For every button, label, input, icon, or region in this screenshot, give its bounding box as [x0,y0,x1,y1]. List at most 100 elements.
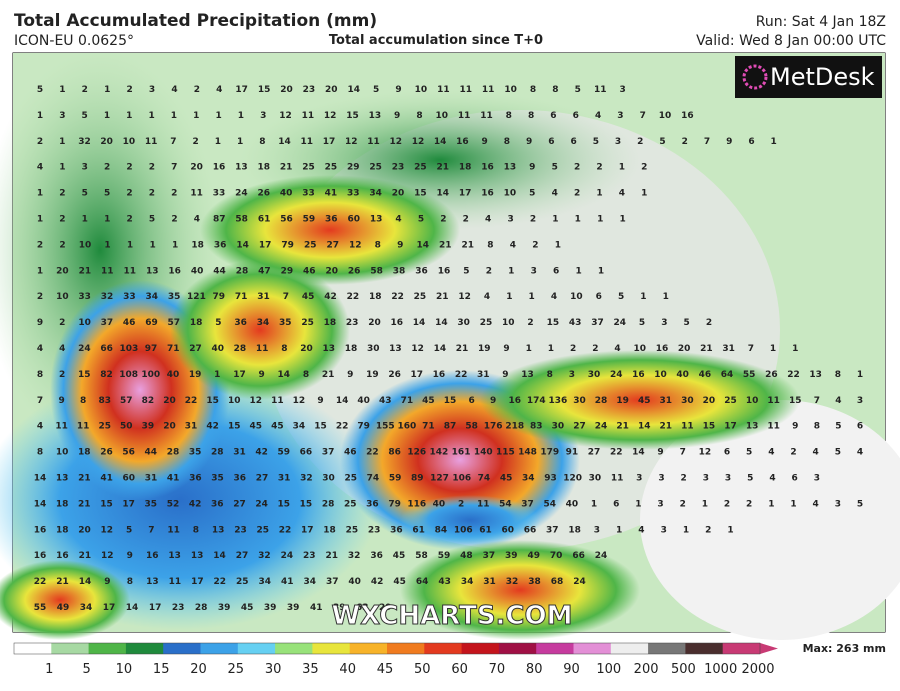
precip-value: 25 [302,163,315,173]
precip-value: 66 [524,525,537,535]
precip-value: 7 [171,163,177,173]
precip-value: 36 [233,474,246,484]
precip-value: 148 [518,448,537,458]
precip-value: 1 [59,163,65,173]
precip-value: 2 [126,163,132,173]
precip-value: 16 [213,163,226,173]
precip-value: 1 [508,266,514,276]
precip-value: 70 [550,551,563,561]
precip-value: 116 [407,499,426,509]
precip-value: 66 [300,448,313,458]
precip-value: 30 [681,396,694,406]
precip-value: 16 [433,370,446,380]
precip-value: 37 [521,499,534,509]
precip-value: 42 [324,292,337,302]
precip-value: 17 [103,603,116,613]
precip-value: 12 [250,396,263,406]
precip-value: 15 [789,396,802,406]
precip-value: 74 [478,474,491,484]
precip-value: 3 [260,111,266,121]
precip-value: 10 [504,189,517,199]
precip-value: 13 [746,422,759,432]
precip-value: 4 [510,240,516,250]
precip-value: 16 [438,266,451,276]
precip-value: 1 [683,525,689,535]
precip-value: 33 [123,292,136,302]
colorbar-tick-label: 10 [116,662,133,677]
precip-value: 30 [552,422,565,432]
precip-value: 20 [368,318,381,328]
precip-value: 2 [104,163,110,173]
precip-value: 34 [303,577,316,587]
colorbar-swatch [200,643,239,654]
precip-value: 79 [388,499,401,509]
colorbar-swatch [610,643,649,654]
precip-value: 1 [635,499,641,509]
precip-value: 17 [235,85,248,95]
precip-value: 1 [37,111,43,121]
precip-value: 34 [257,318,270,328]
precip-value: 22 [34,577,47,587]
precip-value: 23 [392,163,405,173]
precip-value: 9 [529,163,535,173]
precip-value: 4 [37,344,43,354]
precip-value: 1 [171,111,177,121]
precip-value: 26 [348,266,361,276]
precip-value: 12 [458,292,471,302]
precip-value: 46 [123,318,136,328]
precip-value: 42 [371,577,384,587]
precip-value: 5 [529,189,535,199]
precip-value: 59 [303,215,316,225]
precip-value: 19 [478,344,491,354]
precip-value: 14 [347,85,360,95]
precip-value: 24 [595,422,608,432]
precip-value: 13 [504,163,517,173]
model: ICON-EU 0.0625° [14,33,134,49]
colorbar-tick-label: 80 [526,662,543,677]
precip-value: 4 [813,448,819,458]
precip-value: 2 [59,215,65,225]
precip-value: 41 [100,474,113,484]
precip-value: 22 [214,577,227,587]
precip-value: 9 [395,85,401,95]
precip-value: 58 [235,215,248,225]
precip-value: 1 [597,215,603,225]
precip-value: 25 [414,163,427,173]
precip-value: 2 [574,189,580,199]
precip-value: 11 [145,137,158,147]
precip-value: 2 [171,189,177,199]
colorbar-swatch [424,643,463,654]
precip-value: 31 [257,292,270,302]
precip-value: 3 [59,111,65,121]
precip-value: 64 [721,370,734,380]
precip-value: 2 [458,499,464,509]
precip-value: 21 [439,240,452,250]
precip-value: 6 [613,499,619,509]
precip-value: 6 [553,266,559,276]
precip-value: 4 [59,344,65,354]
precip-value: 21 [78,474,91,484]
precip-value: 36 [325,215,338,225]
precip-value: 2 [37,137,43,147]
precip-value: 40 [191,266,204,276]
precip-value: 9 [104,577,110,587]
precip-value: 4 [37,422,43,432]
precip-value: 23 [234,525,247,535]
precip-value: 4 [813,499,819,509]
max-label: Max: 263 mm [803,642,886,655]
precip-value: 34 [369,189,382,199]
precip-value: 49 [527,551,540,561]
precip-value: 8 [259,137,265,147]
precip-value: 22 [279,525,292,535]
precip-value: 37 [546,525,559,535]
precip-value: 3 [82,163,88,173]
precip-value: 3 [661,525,667,535]
precip-value: 11 [681,422,694,432]
precip-value: 127 [430,474,449,484]
precip-value: 9 [490,396,496,406]
precip-value: 5 [82,189,88,199]
precip-value: 16 [456,137,469,147]
precip-field [0,50,900,640]
precip-value: 25 [369,163,382,173]
precip-value: 11 [767,422,780,432]
